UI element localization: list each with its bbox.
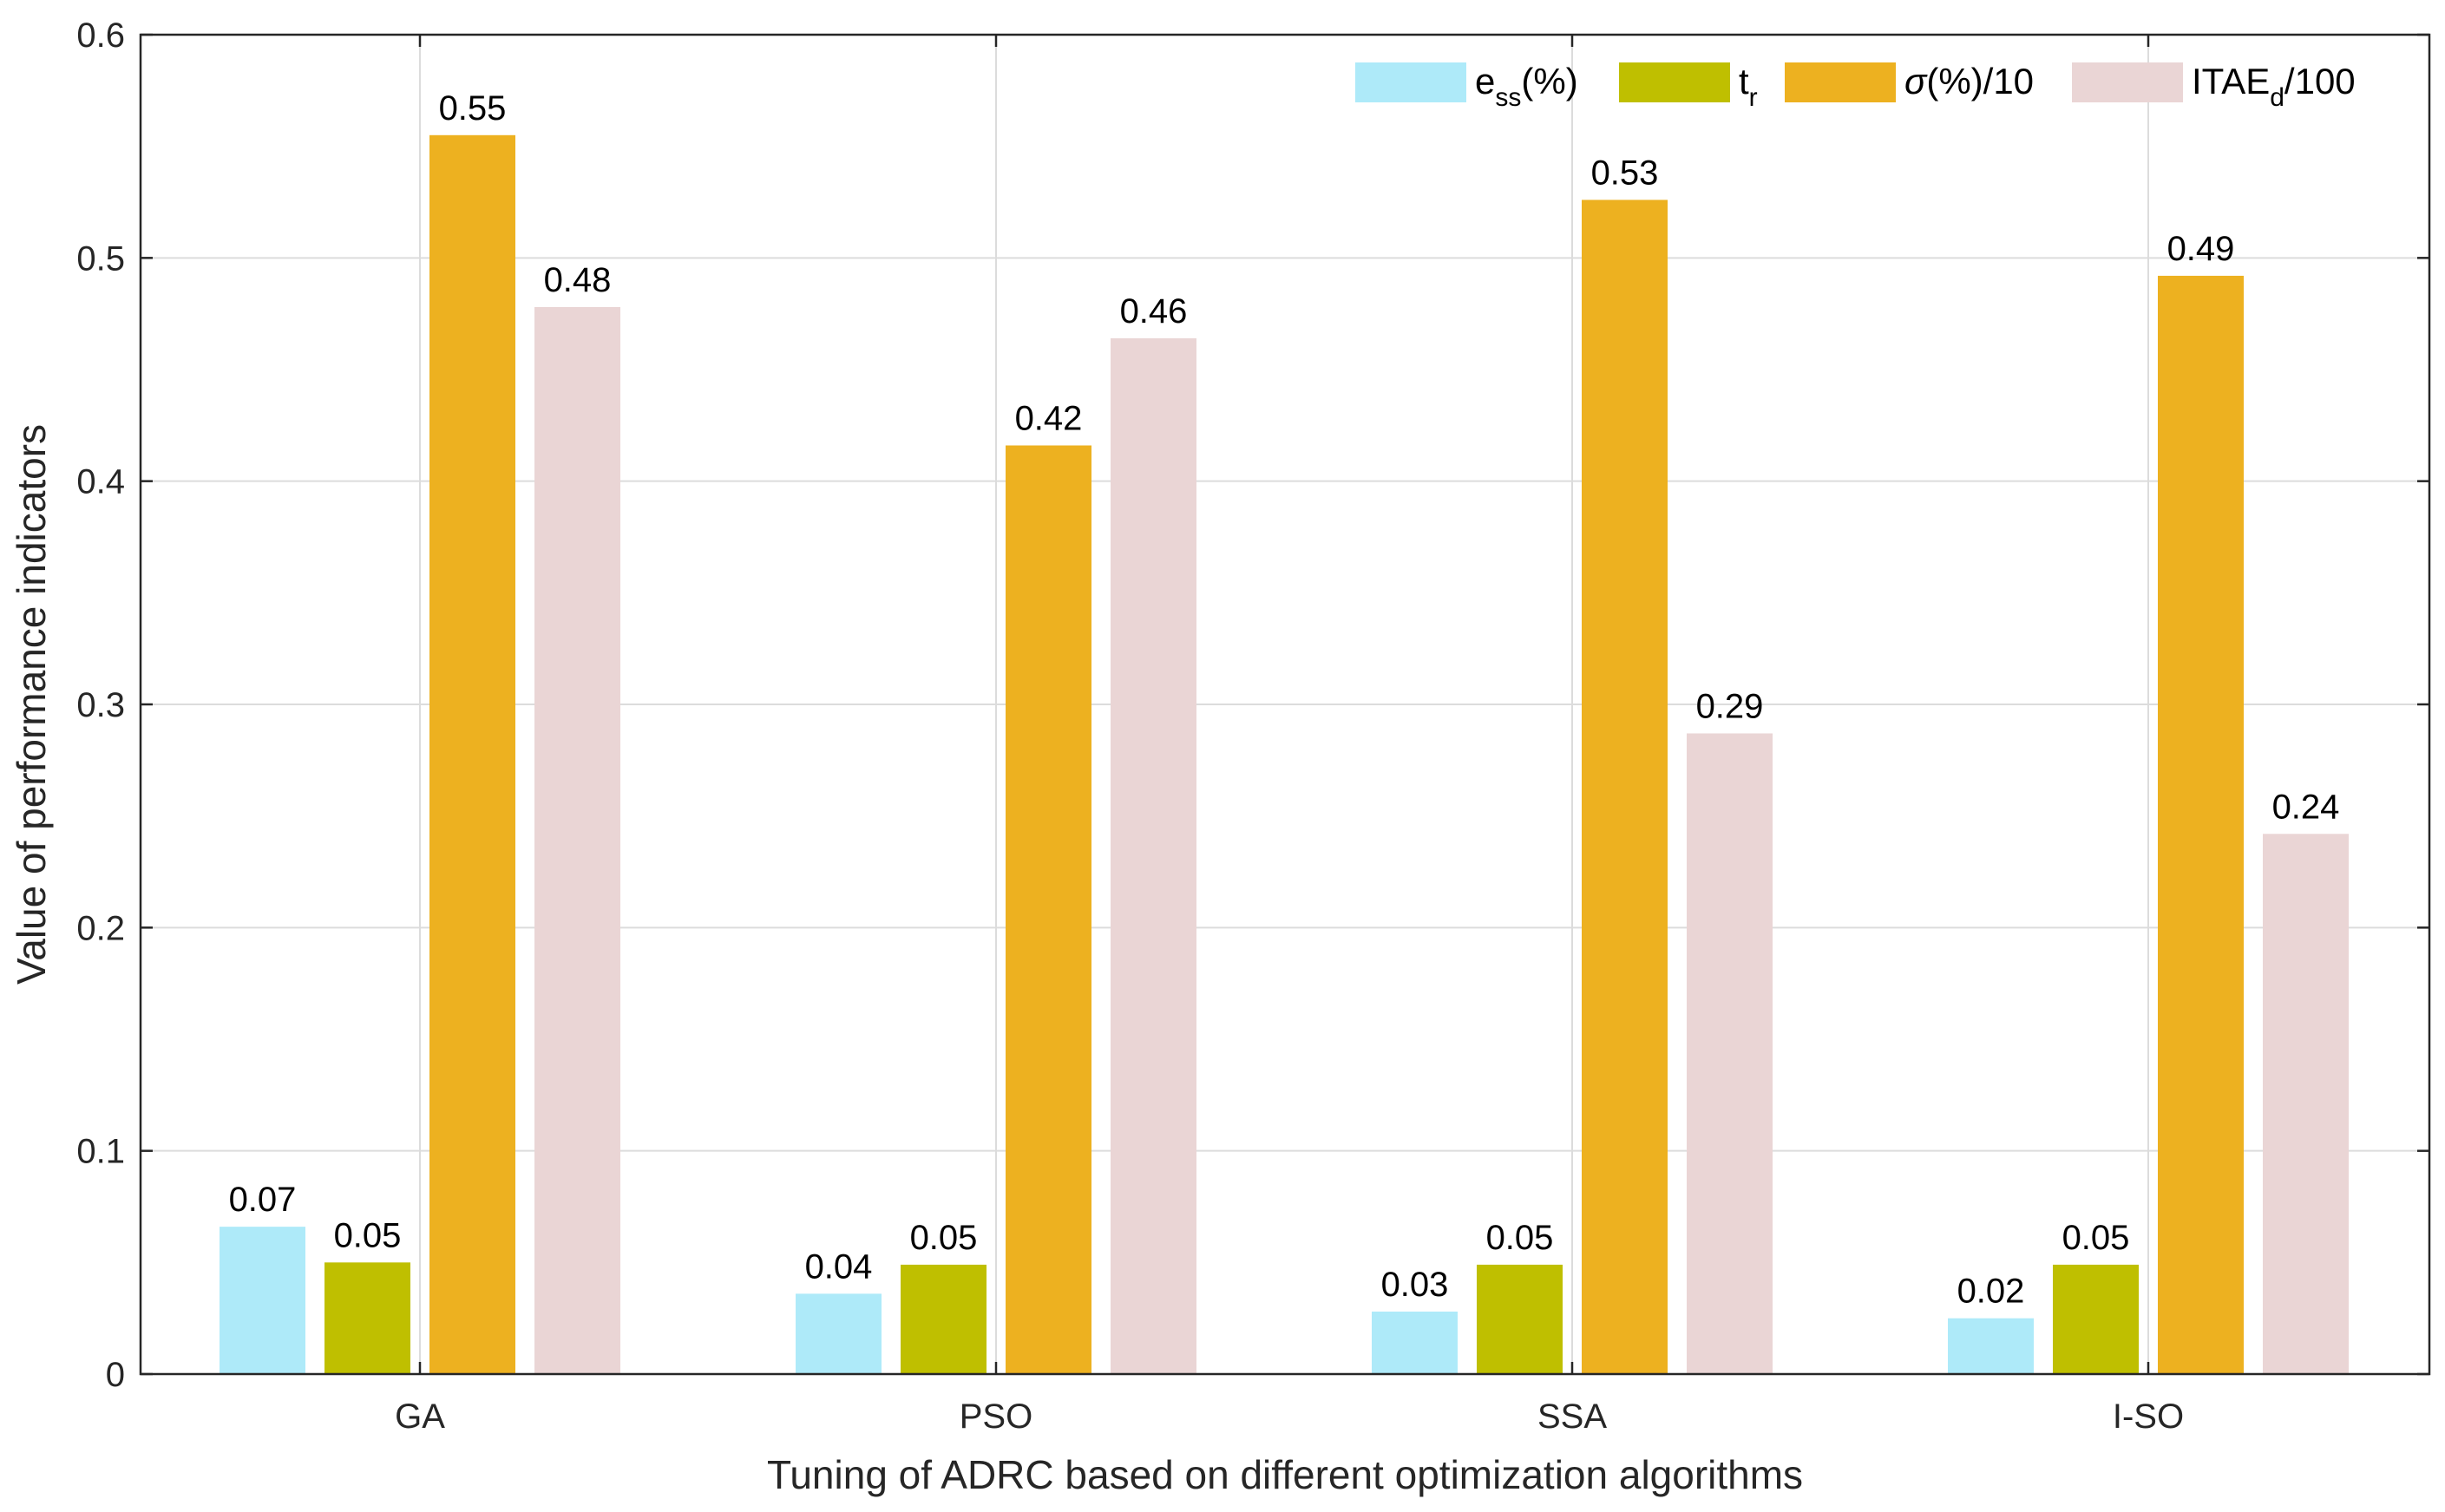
axes bbox=[139, 33, 2431, 1376]
legend-entry-label: tr bbox=[1739, 61, 1758, 112]
plot-frame bbox=[139, 33, 2431, 1376]
bar-value-label: 0.24 bbox=[2272, 788, 2340, 826]
grid-lines bbox=[141, 35, 2429, 1374]
bar-value-label: 0.48 bbox=[544, 261, 612, 299]
legend: ess(%) tr σ(%)/10 ITAEd/100 bbox=[1355, 61, 2356, 112]
x-tick-label: PSO bbox=[960, 1397, 1032, 1436]
bar bbox=[1111, 337, 1196, 1374]
bar-value-label: 0.04 bbox=[805, 1247, 873, 1286]
legend-entry-label: ITAEd/100 bbox=[2192, 61, 2356, 112]
bar-value-label: 0.55 bbox=[439, 89, 507, 128]
y-tick-label: 0.6 bbox=[76, 16, 125, 55]
bar-value-label: 0.49 bbox=[2167, 230, 2235, 268]
bar bbox=[534, 306, 620, 1374]
data-labels: 0.07 0.04 0.03 0.02 0.05 0.05 0.05 0.05 0.55 0.42… bbox=[229, 89, 2340, 1311]
bar-value-label: 0.53 bbox=[1591, 154, 1659, 192]
bar bbox=[324, 1262, 410, 1374]
legend-swatch bbox=[2072, 62, 2183, 102]
bar-value-label: 0.05 bbox=[910, 1219, 978, 1257]
legend-swatch bbox=[1785, 62, 1896, 102]
legend-swatch bbox=[1619, 62, 1730, 102]
bar bbox=[901, 1264, 987, 1374]
bar bbox=[2263, 834, 2349, 1374]
bars bbox=[220, 134, 2349, 1375]
bar-value-label: 0.46 bbox=[1120, 292, 1188, 331]
legend-entry-label: σ(%)/10 bbox=[1904, 61, 2034, 101]
bar bbox=[1687, 733, 1773, 1374]
bar bbox=[2158, 275, 2244, 1374]
bar bbox=[220, 1227, 305, 1374]
x-tick-label: SSA bbox=[1537, 1397, 1607, 1436]
legend-entry-label: ess(%) bbox=[1475, 61, 1578, 112]
bar bbox=[1372, 1311, 1458, 1374]
x-tick-label: GA bbox=[395, 1397, 445, 1436]
tick-labels: 0 0.1 0.2 0.3 0.4 0.5 0.6 GA PSO SSA I-SO bbox=[76, 16, 2184, 1436]
y-tick-label: 0.4 bbox=[76, 463, 125, 501]
legend-swatch bbox=[1355, 62, 1466, 102]
y-tick-label: 0.2 bbox=[76, 909, 125, 947]
bar-value-label: 0.05 bbox=[2062, 1219, 2130, 1257]
bar-value-label: 0.05 bbox=[334, 1216, 402, 1254]
bar bbox=[2053, 1264, 2139, 1374]
y-tick-label: 0.3 bbox=[76, 686, 125, 724]
y-tick-label: 0 bbox=[106, 1356, 125, 1394]
bar bbox=[1582, 200, 1668, 1375]
y-axis-label: Value of performance indicators bbox=[9, 424, 54, 985]
bar-value-label: 0.29 bbox=[1696, 687, 1764, 725]
bar-value-label: 0.42 bbox=[1015, 399, 1083, 437]
bar-value-label: 0.03 bbox=[1381, 1266, 1449, 1304]
bar-value-label: 0.07 bbox=[229, 1181, 297, 1219]
bar bbox=[1477, 1264, 1563, 1374]
y-tick-label: 0.5 bbox=[76, 239, 125, 278]
bar bbox=[1006, 445, 1091, 1374]
bar-value-label: 0.05 bbox=[1486, 1219, 1554, 1257]
x-axis-label: Tuning of ADRC based on different optimi… bbox=[767, 1452, 1803, 1497]
bar bbox=[429, 134, 515, 1374]
y-tick-label: 0.1 bbox=[76, 1133, 125, 1171]
bar bbox=[1948, 1318, 2034, 1374]
x-tick-label: I-SO bbox=[2113, 1397, 2184, 1436]
bar bbox=[796, 1293, 882, 1374]
bar-value-label: 0.02 bbox=[1957, 1273, 2025, 1311]
